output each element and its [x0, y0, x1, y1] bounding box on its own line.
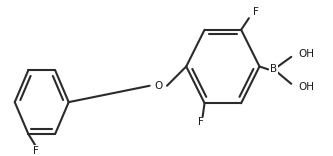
- Text: F: F: [33, 146, 39, 156]
- Text: OH: OH: [298, 82, 314, 92]
- Text: O: O: [154, 81, 163, 91]
- Text: OH: OH: [298, 49, 314, 59]
- Text: B: B: [270, 64, 277, 74]
- Text: F: F: [198, 117, 204, 127]
- Text: F: F: [253, 7, 259, 17]
